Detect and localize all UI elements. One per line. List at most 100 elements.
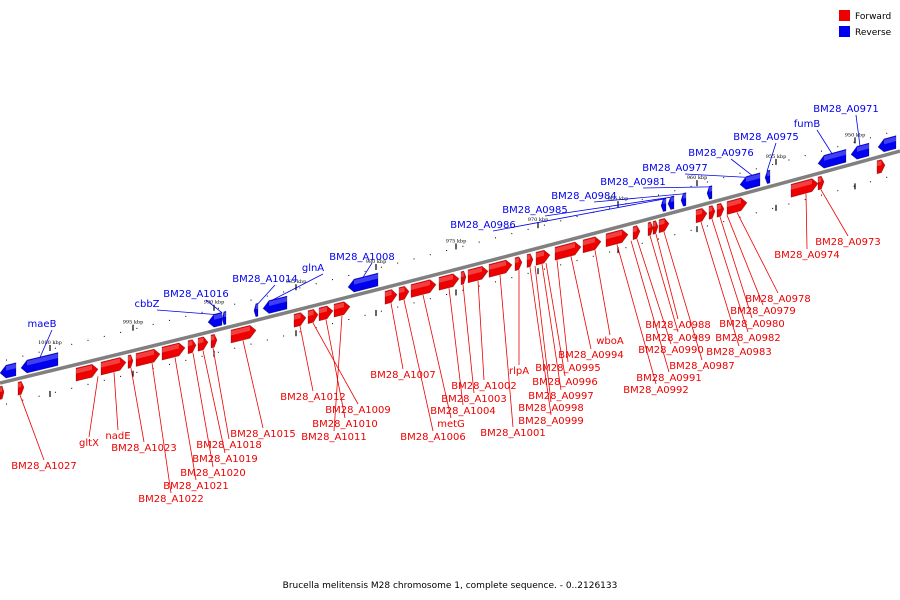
forward-gene[interactable] [210,333,218,349]
forward-gene[interactable] [554,241,582,261]
reverse-gene[interactable] [253,302,259,318]
minor-tick [185,359,187,361]
minor-tick [201,355,203,357]
forward-leader [820,189,849,237]
minor-tick [429,254,431,256]
reverse-gene[interactable] [706,185,713,200]
forward-gene-label: BM28_A1022 [138,494,204,505]
forward-gene[interactable] [605,229,629,248]
forward-gene[interactable] [876,159,886,175]
forward-gene[interactable] [230,324,257,344]
forward-gene-shade [791,179,812,190]
reverse-leader [257,284,276,305]
forward-leader [202,350,226,454]
forward-gene-label: BM28_A1023 [111,443,177,454]
forward-gene[interactable] [526,253,534,268]
forward-gene-label: BM28_A1027 [11,461,77,472]
forward-gene[interactable] [0,385,5,400]
forward-gene-shade [101,358,120,368]
forward-gene[interactable] [535,249,551,266]
forward-gene-label: BM28_A1021 [163,481,229,492]
forward-gene[interactable] [652,220,659,235]
forward-gene[interactable] [817,175,825,191]
reverse-gene[interactable] [347,272,379,293]
forward-gene-label: BM28_A0988 [645,320,711,331]
forward-gene[interactable] [197,336,209,352]
forward-leader [448,288,464,406]
forward-gene[interactable] [695,207,708,224]
forward-leader [113,372,119,431]
forward-gene[interactable] [467,265,489,284]
forward-gene[interactable] [100,357,127,376]
forward-gene-shade [319,306,327,314]
reverse-gene[interactable] [680,192,687,207]
forward-gene[interactable] [161,342,186,361]
forward-gene-shade [334,302,344,310]
reverse-gene-shade [27,353,58,366]
tick-label: 965 kbp [608,196,629,202]
reverse-gene[interactable] [262,295,288,314]
reverse-gene[interactable] [0,362,17,379]
tick-label: 950 kbp [845,132,866,138]
forward-leader [700,221,740,347]
forward-gene[interactable] [17,381,25,396]
reverse-gene[interactable] [667,195,675,210]
minor-tick [6,403,7,405]
forward-leader [594,250,611,336]
forward-leader [462,284,475,394]
forward-gene-label: BM28_A0995 [535,363,601,374]
forward-gene[interactable] [460,270,467,286]
forward-gene-shade [231,326,250,336]
reverse-leader [544,196,671,217]
reverse-gene[interactable] [739,172,761,190]
forward-leader [570,256,592,350]
reverse-gene-shade [269,297,287,306]
forward-gene[interactable] [632,225,641,241]
reverse-gene[interactable] [764,169,771,185]
forward-leader [556,260,569,363]
reverse-gene[interactable] [207,311,223,328]
forward-gene[interactable] [658,217,670,234]
reverse-gene[interactable] [221,310,227,326]
minor-tick [886,176,888,178]
forward-gene-shade [709,206,713,212]
scale-ticks: 1000 kbp 995 kbp 990 kbp 985 kbp 980 kbp 975 … [6,132,888,405]
forward-gene[interactable] [582,236,602,254]
forward-gene[interactable] [75,363,99,382]
forward-gene[interactable] [307,308,319,325]
forward-gene[interactable] [716,202,725,218]
forward-gene[interactable] [790,178,819,198]
forward-gene[interactable] [318,305,334,322]
forward-gene[interactable] [726,197,748,215]
forward-gene[interactable] [488,259,513,278]
minor-tick [755,212,757,214]
forward-gene[interactable] [187,339,197,355]
minor-tick [478,285,480,287]
forward-gene[interactable] [708,205,716,220]
forward-gene[interactable] [127,354,134,369]
forward-gene[interactable] [410,279,437,298]
forward-gene[interactable] [398,285,410,301]
reverse-gene[interactable] [850,142,870,160]
forward-gene[interactable] [293,312,307,328]
forward-gene[interactable] [384,289,398,305]
forward-gene-label: BM28_A1007 [370,370,436,381]
reverse-gene-shade [354,274,378,285]
minor-tick [266,295,268,297]
forward-gene[interactable] [333,301,351,318]
reverse-gene[interactable] [20,352,59,374]
forward-gene[interactable] [438,273,460,291]
minor-tick [364,270,366,272]
forward-gene[interactable] [135,348,161,367]
forward-leader [422,294,452,419]
minor-tick [788,159,790,161]
forward-leader [174,357,197,481]
minor-tick [364,314,366,316]
reverse-gene[interactable] [817,148,847,169]
reverse-gene[interactable] [877,135,897,153]
forward-gene[interactable] [647,221,654,237]
forward-gene-shade [439,274,453,283]
forward-gene[interactable] [514,256,523,272]
minor-tick [283,291,285,293]
minor-tick [348,275,350,277]
